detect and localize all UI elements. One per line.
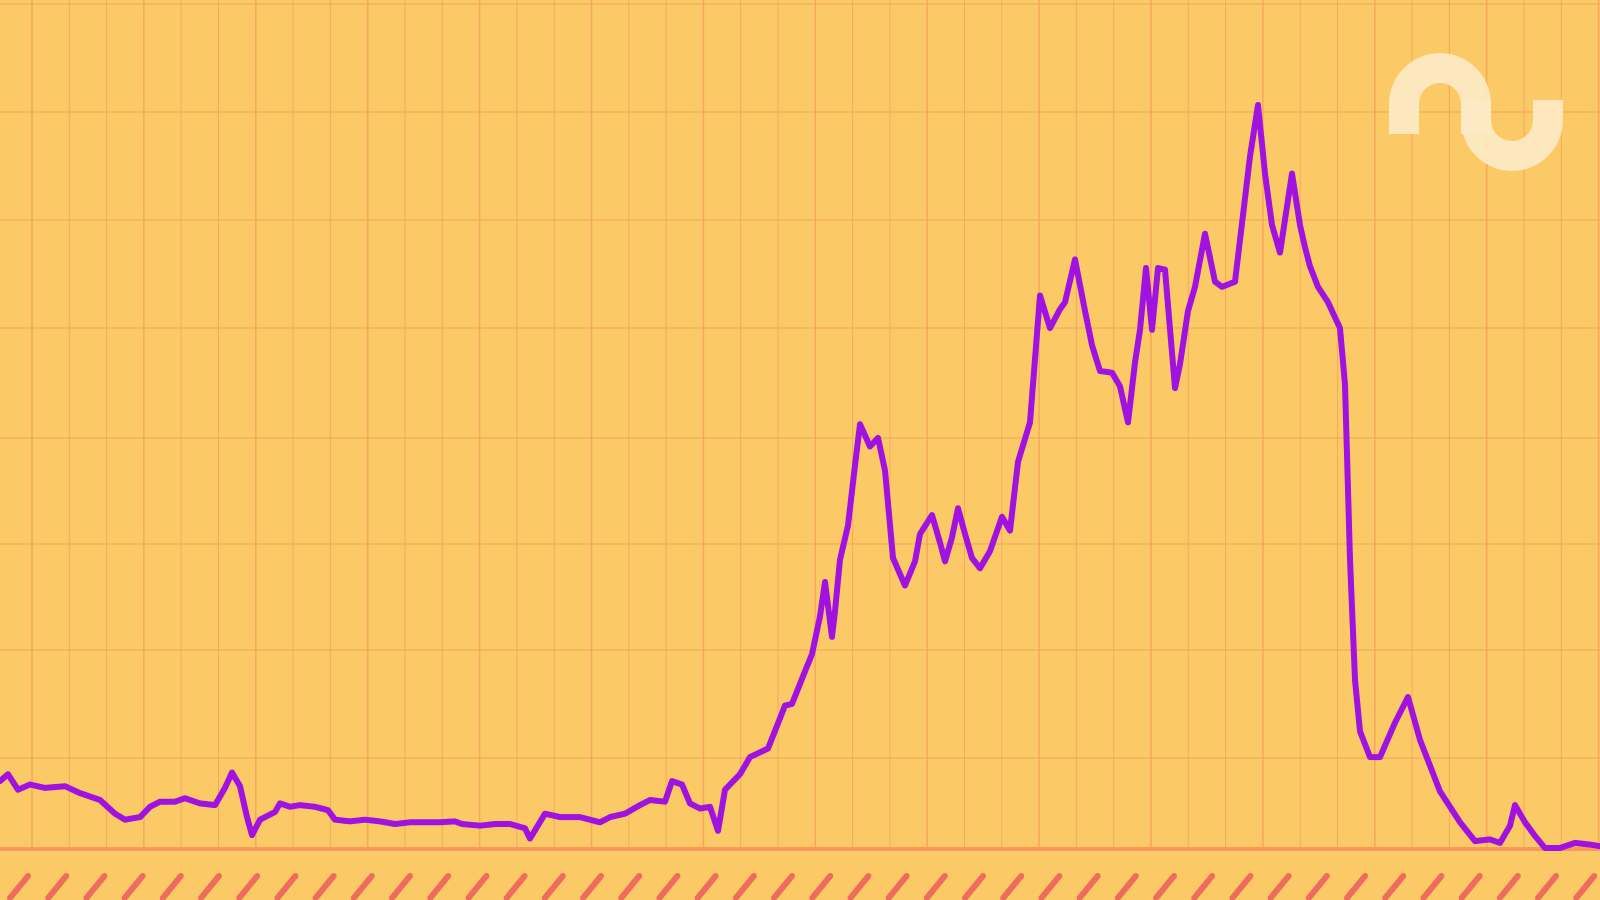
x-tick-mark	[618, 873, 643, 900]
x-tick-mark	[236, 873, 261, 900]
x-axis-tick-marks	[7, 873, 1598, 900]
x-tick-mark	[45, 873, 70, 900]
x-tick-mark	[1153, 873, 1177, 900]
x-tick-mark	[656, 873, 681, 900]
x-tick-mark	[1000, 873, 1025, 900]
x-tick-mark	[809, 873, 834, 900]
x-tick-mark	[1229, 873, 1254, 900]
x-tick-mark	[503, 873, 528, 900]
x-tick-mark	[389, 873, 413, 900]
x-tick-mark	[541, 873, 566, 900]
logo-arch-u	[1461, 100, 1563, 171]
logo-arch-n	[1389, 53, 1491, 134]
x-tick-mark	[923, 873, 948, 900]
x-tick-mark	[1267, 873, 1292, 900]
x-tick-mark	[885, 873, 910, 900]
x-tick-mark	[274, 873, 299, 900]
x-tick-mark	[1305, 873, 1330, 900]
x-tick-mark	[1382, 873, 1407, 900]
x-tick-mark	[312, 873, 337, 900]
x-tick-mark	[465, 873, 490, 900]
x-tick-mark	[198, 873, 222, 900]
x-tick-mark	[1191, 873, 1216, 900]
x-tick-mark	[1573, 873, 1598, 900]
x-tick-mark	[1496, 873, 1521, 900]
x-tick-mark	[694, 873, 719, 900]
x-tick-mark	[1458, 873, 1483, 900]
x-tick-mark	[580, 873, 604, 900]
series-line	[0, 102, 1600, 851]
x-tick-mark	[1114, 873, 1139, 900]
x-tick-mark	[847, 873, 872, 900]
x-tick-mark	[350, 873, 375, 900]
x-tick-mark	[732, 873, 757, 900]
stylized-n-u-logo-icon	[1389, 53, 1563, 171]
x-tick-mark	[159, 873, 184, 900]
x-tick-mark	[121, 873, 146, 900]
x-tick-mark	[1344, 873, 1368, 900]
x-tick-mark	[427, 873, 452, 900]
x-tick-mark	[1420, 873, 1445, 900]
x-tick-mark	[83, 873, 108, 900]
x-tick-mark	[1076, 873, 1101, 900]
x-tick-mark	[962, 873, 986, 900]
x-tick-mark	[1038, 873, 1063, 900]
x-tick-mark	[771, 873, 795, 900]
x-tick-mark	[1535, 873, 1559, 900]
x-tick-mark	[7, 873, 31, 900]
